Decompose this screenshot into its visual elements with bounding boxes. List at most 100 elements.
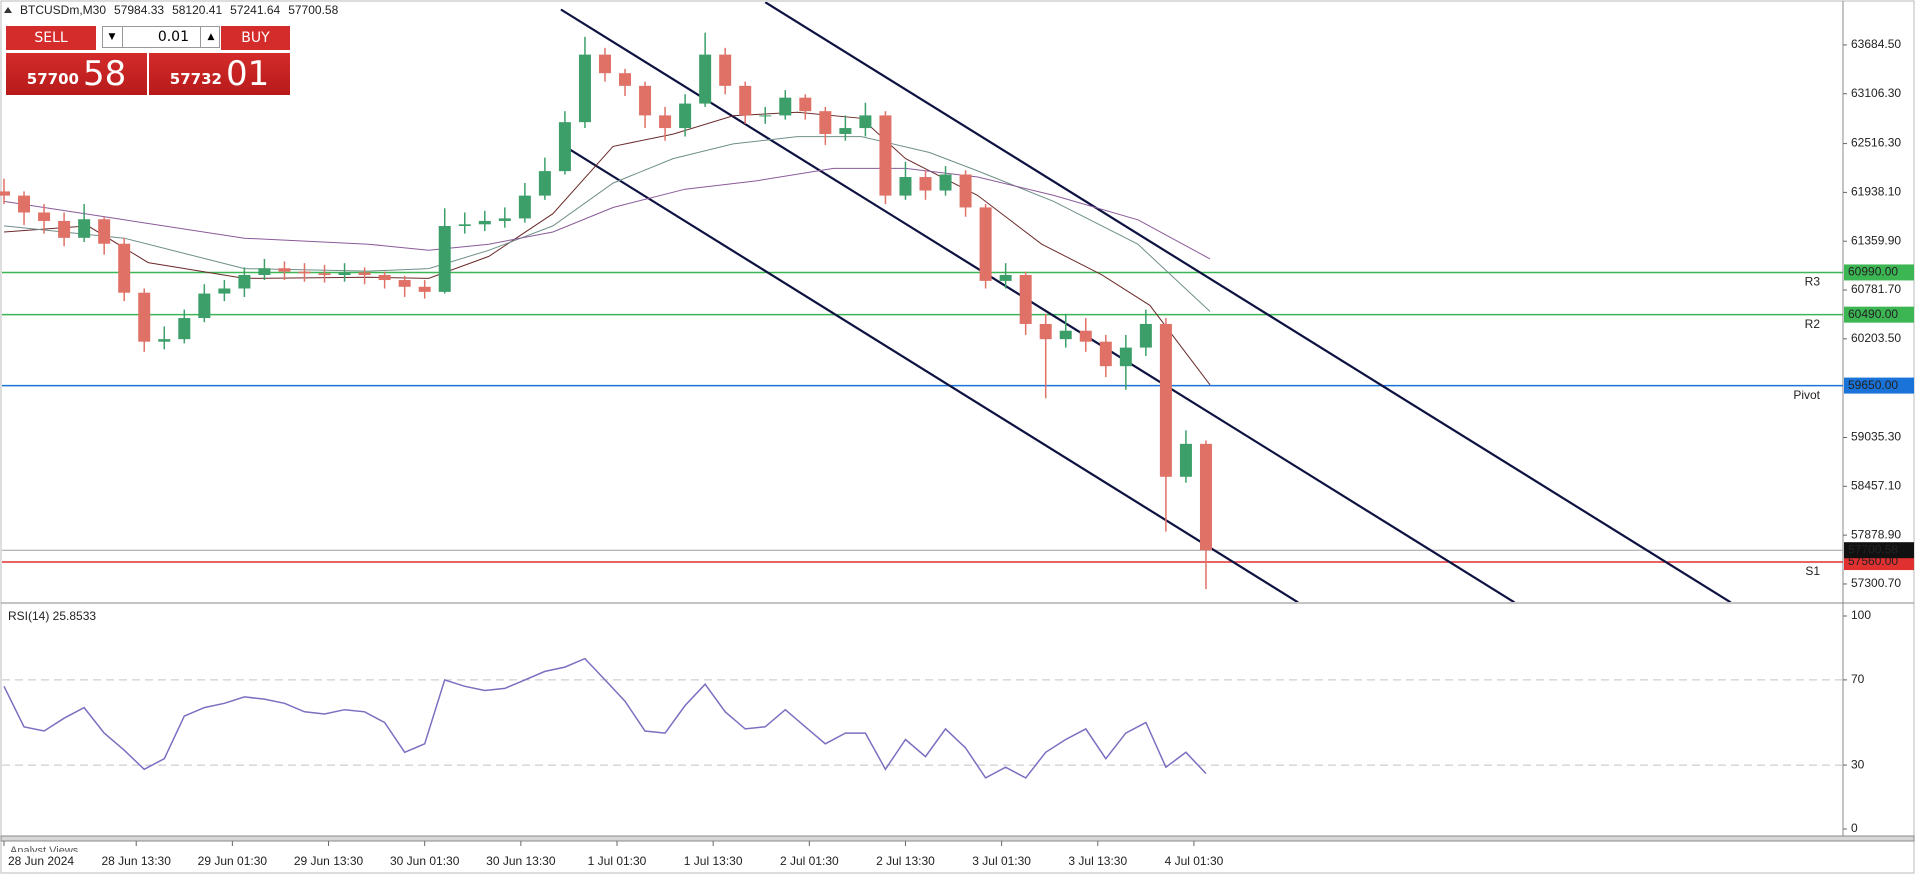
candle-body: [78, 219, 91, 238]
candle-body: [619, 73, 632, 86]
candle-body: [498, 218, 511, 221]
trend-channel: [764, 2, 1732, 602]
candle-body: [699, 54, 712, 104]
candle-body: [0, 191, 11, 196]
symbol: BTCUSDm,M30: [20, 3, 107, 17]
candle-body: [478, 220, 491, 225]
level-name: Pivot: [1793, 388, 1820, 402]
candle-body: [278, 268, 291, 272]
candle-body: [899, 177, 912, 196]
level-tag: [1844, 377, 1914, 394]
candle-body: [799, 97, 812, 112]
candle-body: [358, 272, 371, 275]
y-tick-label: 61359.90: [1851, 233, 1901, 247]
x-tick-label: 2 Jul 13:30: [876, 854, 935, 868]
candle-body: [879, 115, 892, 196]
candle-body: [779, 97, 792, 116]
candle-body: [719, 54, 732, 86]
ohlc-close: 57700.58: [288, 3, 339, 17]
buy-button[interactable]: BUY: [221, 26, 290, 50]
lot-up[interactable]: ▲: [200, 26, 221, 48]
candle-body: [639, 85, 652, 116]
candle-body: [338, 272, 351, 275]
candle-body: [258, 268, 271, 275]
x-tick-label: 2 Jul 01:30: [780, 854, 839, 868]
y-tick-label: 57300.70: [1851, 576, 1901, 590]
candle-body: [58, 220, 71, 238]
y-tick-label: 63106.30: [1851, 86, 1901, 100]
y-tick-label: 60781.70: [1851, 282, 1901, 296]
x-tick-label: 4 Jul 01:30: [1165, 854, 1224, 868]
bottom-separator: [0, 835, 1915, 842]
sell-price-main: 57700: [26, 70, 79, 88]
rsi-label: RSI(14) 25.8533: [8, 609, 96, 623]
x-tick-label: 30 Jun 13:30: [486, 854, 556, 868]
buy-price-pips: 01: [225, 54, 270, 94]
y-tick-label: 58457.10: [1851, 478, 1901, 492]
buy-price[interactable]: 57732 01: [149, 53, 290, 95]
rsi-line: [3, 657, 1207, 779]
lot-input[interactable]: 0.01: [102, 26, 220, 48]
candle-body: [1139, 323, 1152, 348]
candle-body: [518, 195, 531, 219]
y-tick-label: 59035.30: [1851, 430, 1901, 444]
x-tick-label: 3 Jul 13:30: [1068, 854, 1127, 868]
y-tick-label: 57878.90: [1851, 527, 1901, 541]
sell-price[interactable]: 57700 58: [6, 53, 147, 95]
trend-channel: [560, 142, 1299, 602]
candle-body: [118, 243, 131, 293]
candle-body: [98, 219, 111, 244]
moving-average: [3, 111, 1211, 386]
level-tag-label: 59650.00: [1848, 378, 1898, 392]
ohlc-high: 58120.41: [172, 3, 223, 17]
candle-body: [558, 122, 571, 172]
candle-body: [598, 54, 611, 74]
candle-body: [679, 103, 692, 129]
y-tick-label: 70: [1851, 672, 1865, 686]
candle-body: [1179, 443, 1192, 477]
candle-body: [819, 111, 832, 134]
candle-body: [378, 274, 391, 281]
header: BTCUSDm,M30 57984.33 58120.41 57241.64 5…: [4, 3, 338, 17]
candle-body: [318, 273, 331, 275]
candle-body: [158, 339, 171, 342]
candle-body: [979, 207, 992, 281]
candle-body: [1059, 330, 1072, 340]
collapse-icon[interactable]: [4, 6, 12, 14]
candle-body: [238, 274, 251, 289]
y-tick-label: 100: [1851, 608, 1871, 622]
candle-body: [178, 318, 191, 340]
analyst-views-tab[interactable]: Analyst Views: [10, 845, 79, 852]
candle-body: [438, 226, 451, 292]
last-price-label: 57700.58: [1848, 542, 1898, 556]
candle-body: [1159, 323, 1172, 477]
candle-body: [1079, 330, 1092, 342]
candle-body: [1039, 323, 1052, 340]
moving-average: [3, 167, 1211, 260]
last-price-tag: [1844, 542, 1914, 559]
lot-down[interactable]: ▼: [102, 26, 123, 48]
x-tick-label: 29 Jun 01:30: [198, 854, 268, 868]
candle-body: [859, 115, 872, 129]
level-tag: [1844, 306, 1914, 323]
candle-body: [578, 54, 591, 123]
y-tick-label: 30: [1851, 757, 1865, 771]
x-tick-label: 30 Jun 01:30: [390, 854, 460, 868]
x-tick-label: 29 Jun 13:30: [294, 854, 364, 868]
candle-body: [418, 286, 431, 292]
ohlc-low: 57241.64: [230, 3, 281, 17]
x-tick-label: 1 Jul 01:30: [588, 854, 647, 868]
candle-body: [999, 274, 1012, 281]
y-tick-label: 62516.30: [1851, 136, 1901, 150]
sell-button[interactable]: SELL: [6, 26, 96, 50]
candle-body: [1119, 347, 1132, 367]
level-tag-label: 60490.00: [1848, 307, 1898, 321]
candle-body: [959, 174, 972, 208]
moving-average: [3, 136, 1211, 312]
candle-body: [38, 212, 51, 221]
one-click-trading: SELL 0.01 ▼ ▲ BUY 57700 58 57732 01: [6, 26, 290, 96]
ohlc-open: 57984.33: [114, 3, 165, 17]
